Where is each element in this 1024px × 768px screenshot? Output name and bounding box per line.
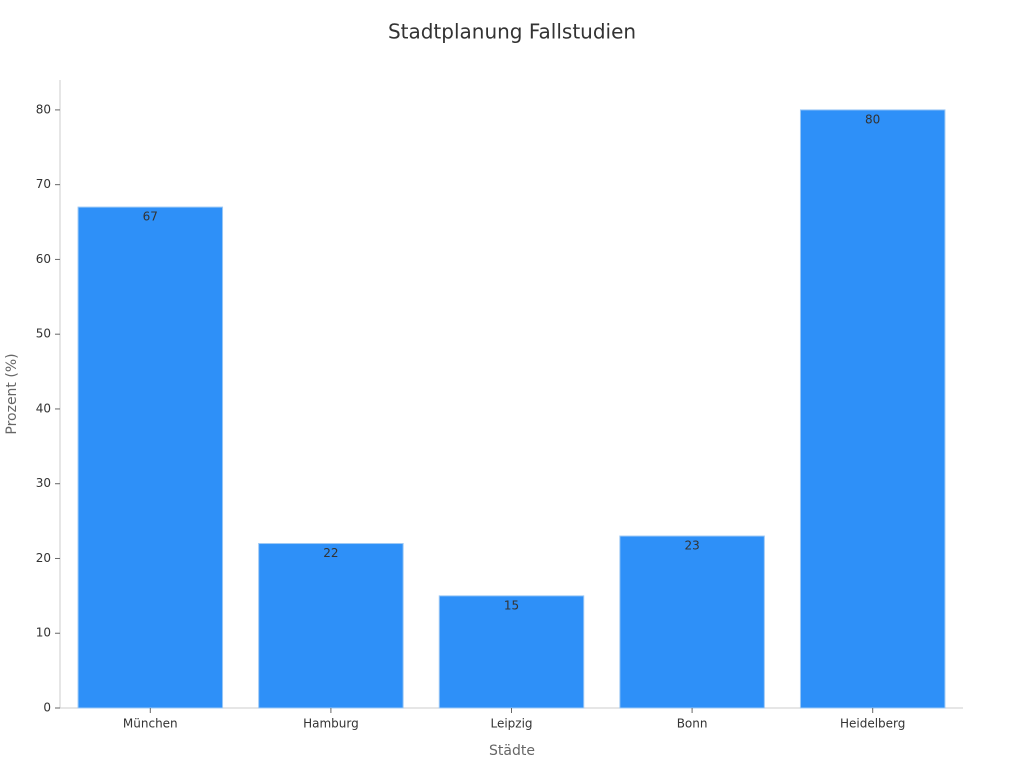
- y-tick-label: 30: [36, 476, 51, 490]
- bar: [258, 543, 404, 709]
- bar: [619, 535, 765, 709]
- value-label: 80: [865, 112, 880, 126]
- bar: [438, 595, 585, 709]
- y-tick-label: 80: [36, 102, 51, 116]
- y-tick-label: 10: [36, 626, 51, 640]
- x-tick-label: Hamburg: [303, 717, 359, 731]
- y-tick-label: 60: [36, 252, 51, 266]
- x-tick-label: Leipzig: [490, 717, 532, 731]
- value-label: 22: [323, 546, 338, 560]
- y-tick-label: 70: [36, 177, 51, 191]
- x-axis-label: Städte: [489, 743, 535, 759]
- x-tick-label: Heidelberg: [840, 717, 905, 731]
- x-tick-label: Bonn: [677, 717, 708, 731]
- chart-title: Stadtplanung Fallstudien: [388, 20, 636, 44]
- bar: [77, 206, 224, 709]
- value-label: 67: [143, 210, 158, 224]
- y-tick-label: 20: [36, 551, 51, 565]
- y-axis-label: Prozent (%): [4, 353, 20, 434]
- y-tick-label: 50: [36, 327, 51, 341]
- value-label: 23: [684, 539, 699, 553]
- bar: [799, 109, 946, 709]
- y-tick-label: 40: [36, 401, 51, 415]
- y-tick-label: 0: [43, 701, 51, 715]
- x-tick-label: München: [123, 717, 178, 731]
- value-label: 15: [504, 598, 519, 612]
